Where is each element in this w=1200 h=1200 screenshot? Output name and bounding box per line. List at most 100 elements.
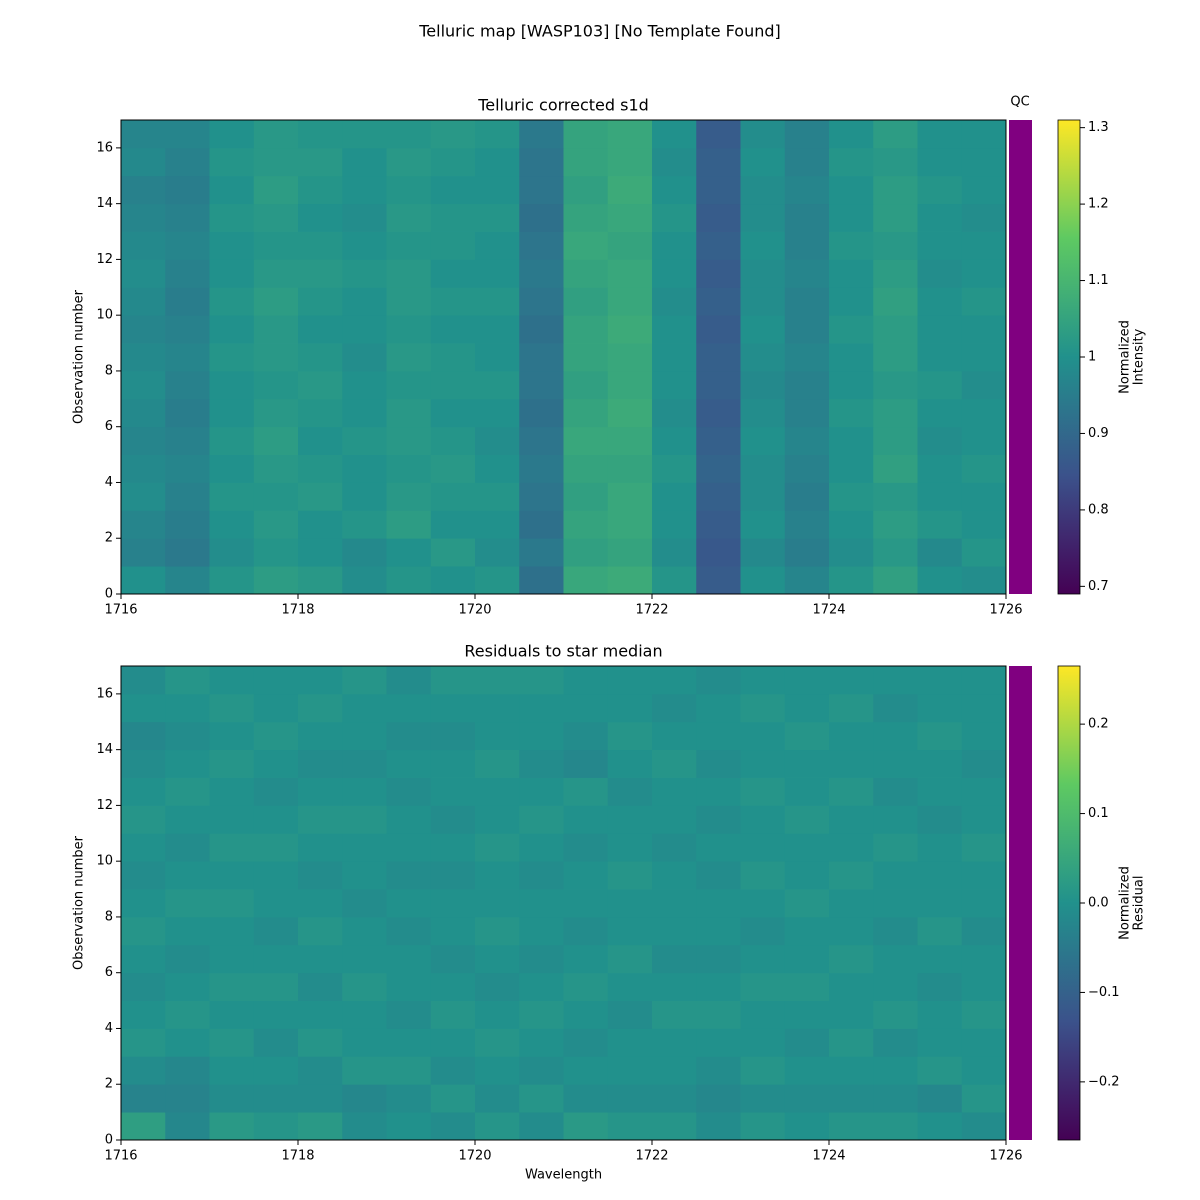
heatmap-cell [475,805,520,834]
heatmap-cell [386,231,432,260]
heatmap-cell [475,1056,520,1085]
heatmap-cell [652,1056,697,1085]
heatmap-cell [740,203,786,232]
heatmap-cell [253,749,299,778]
heatmap-cell [696,1056,741,1085]
y-tick-label: 6 [105,419,113,434]
heatmap-cell [519,972,564,1001]
heatmap-cell [519,1056,564,1085]
heatmap-cell [873,454,918,483]
heatmap-cell [961,1056,1007,1085]
heatmap-cell [342,833,387,862]
heatmap-cell [165,1028,210,1057]
heatmap-cell [961,889,1007,918]
heatmap-cell [121,916,166,946]
heatmap-cell [121,370,166,400]
heatmap-cell [917,259,963,288]
heatmap-cell [961,805,1007,834]
heatmap-cell [784,370,830,400]
heatmap-cell [961,454,1007,483]
heatmap-cell [829,203,874,232]
heatmap-cell [873,510,918,539]
heatmap-cell [386,944,432,974]
y-tick-label: 8 [105,909,113,924]
heatmap-cell [121,482,166,511]
colorbar-tick-label: 1 [1088,350,1096,365]
heatmap-cell [563,398,609,428]
heatmap-cell [165,833,210,862]
axes-frame [120,119,1007,595]
y-axis-label: Observation number [72,289,87,424]
heatmap-cell [298,805,343,834]
heatmap-cell [519,1000,564,1029]
heatmap-cell [165,693,210,723]
heatmap-cell [607,287,653,316]
heatmap-cell [430,721,476,751]
heatmap-cell [342,1112,387,1141]
heatmap-cell [430,777,476,806]
heatmap-cell [386,287,432,316]
heatmap-cell [209,1056,255,1085]
heatmap-cell [784,1000,830,1029]
heatmap-cell [873,175,918,205]
heatmap-cell [209,693,255,723]
heatmap-cell [165,777,210,806]
heatmap-cell [652,805,697,834]
heatmap-cell [298,343,343,372]
heatmap-cell [563,315,609,344]
heatmap-cell [342,1028,387,1057]
heatmap-cell [121,343,166,372]
heatmap-cell [386,916,432,946]
heatmap-cell [961,721,1007,751]
heatmap-cell [563,1028,609,1057]
heatmap-cell [475,259,520,288]
heatmap-cell [961,370,1007,400]
heatmap-cell [784,944,830,974]
heatmap-cell [475,666,520,695]
heatmap-cell [917,972,963,1001]
x-tick-label: 1716 [104,603,137,618]
colorbar-tick-label: 0.2 [1088,717,1109,732]
heatmap-cell [829,287,874,316]
heatmap-cell [519,370,564,400]
heatmap-cell [873,287,918,316]
heatmap-cell [961,538,1007,567]
heatmap-cell [829,315,874,344]
heatmap-cell [873,482,918,511]
heatmap-cell [298,777,343,806]
heatmap-cell [386,1028,432,1057]
heatmap-cell [342,398,387,428]
qc-bar [1009,666,1032,1140]
heatmap-cell [740,454,786,483]
heatmap-cell [873,1028,918,1057]
heatmap-cell [298,482,343,511]
heatmap-cell [607,203,653,232]
heatmap-cell [740,666,786,695]
heatmap-cell [519,120,564,149]
heatmap-cell [829,343,874,372]
x-tick-label: 1720 [458,603,491,618]
heatmap-cell [563,426,609,455]
heatmap-cell [430,454,476,483]
heatmap-cell [519,231,564,260]
heatmap-cell [121,1028,166,1057]
heatmap-cell [961,861,1007,890]
heatmap-cell [430,1028,476,1057]
heatmap-cell [430,889,476,918]
heatmap-cell [121,287,166,316]
heatmap-cell [829,454,874,483]
heatmap-cell [784,1084,830,1113]
heatmap-cell [121,805,166,834]
heatmap-cell [652,454,697,483]
heatmap-cell [873,259,918,288]
heatmap-cell [253,1000,299,1029]
heatmap-cell [563,147,609,177]
heatmap-cell [253,889,299,918]
heatmap-cell [165,721,210,751]
heatmap-cell [961,666,1007,695]
heatmap-cell [917,1000,963,1029]
heatmap-cell [386,203,432,232]
heatmap-cell [917,833,963,862]
heatmap-cell [253,861,299,890]
heatmap-cell [740,777,786,806]
